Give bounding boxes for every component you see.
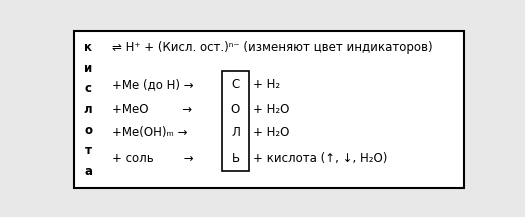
Text: + соль        →: + соль → bbox=[112, 151, 194, 164]
Text: + H₂: + H₂ bbox=[253, 78, 280, 91]
Text: О: О bbox=[231, 103, 240, 116]
Text: +Me(OH)ₘ →: +Me(OH)ₘ → bbox=[112, 127, 188, 140]
Text: л: л bbox=[83, 103, 92, 116]
Text: + H₂O: + H₂O bbox=[253, 103, 289, 116]
Text: и: и bbox=[84, 62, 92, 75]
Text: к: к bbox=[84, 41, 92, 54]
Text: + H₂O: + H₂O bbox=[253, 127, 289, 140]
Text: с: с bbox=[85, 82, 91, 95]
Bar bbox=[222, 71, 249, 171]
Text: +Me (до H) →: +Me (до H) → bbox=[112, 78, 194, 91]
Text: о: о bbox=[84, 124, 92, 137]
Text: С: С bbox=[232, 78, 239, 91]
Text: ⇌ H⁺ + (Кисл. ост.)ⁿ⁻ (изменяют цвет индикаторов): ⇌ H⁺ + (Кисл. ост.)ⁿ⁻ (изменяют цвет инд… bbox=[112, 41, 433, 54]
Text: +MeO         →: +MeO → bbox=[112, 103, 193, 116]
Text: а: а bbox=[84, 165, 92, 178]
Text: Ь: Ь bbox=[232, 151, 239, 164]
Text: Л: Л bbox=[231, 127, 240, 140]
Text: т: т bbox=[85, 144, 91, 157]
Text: + кислота (↑, ↓, H₂O): + кислота (↑, ↓, H₂O) bbox=[253, 151, 387, 164]
